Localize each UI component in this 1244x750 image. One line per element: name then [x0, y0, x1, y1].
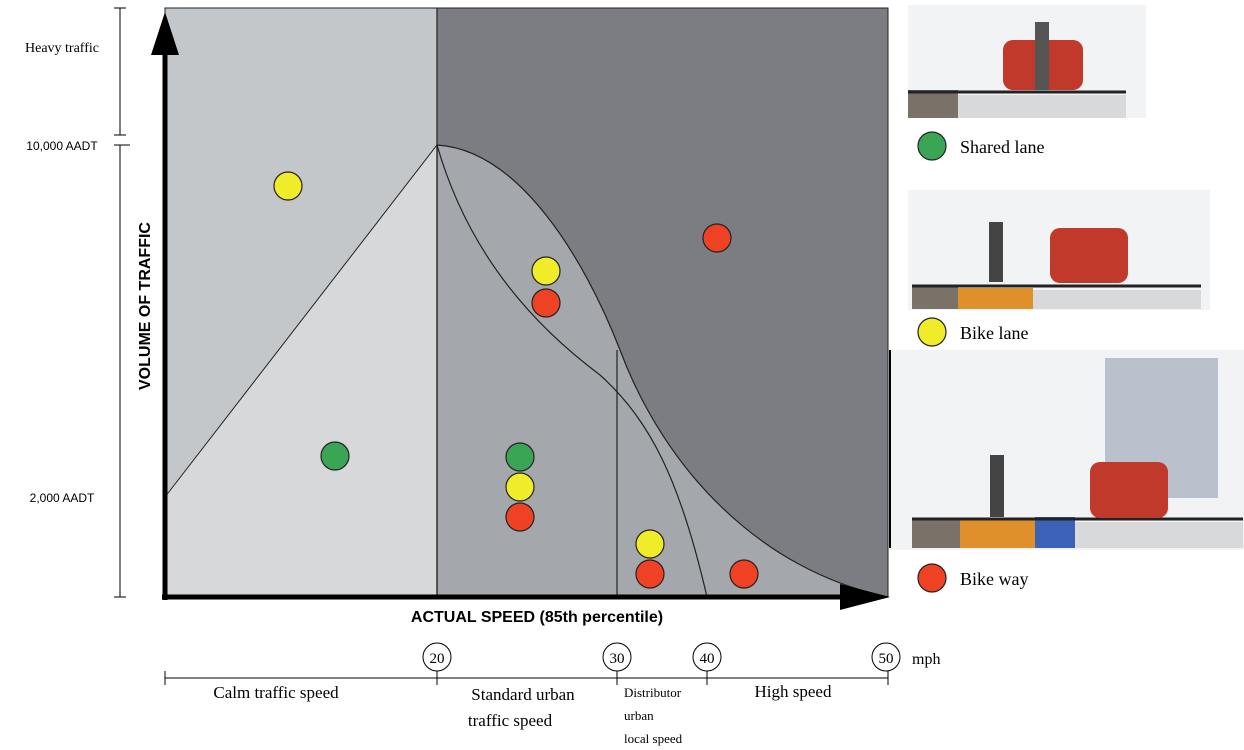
- range-label: traffic speed: [468, 711, 553, 730]
- y-arrow: [151, 12, 179, 55]
- bike-way-dot: [505, 502, 535, 532]
- bike-lane-dot: [531, 256, 561, 286]
- legend-label: Bike way: [960, 569, 1028, 589]
- bike-way-illustration: [889, 350, 1244, 550]
- legend-label: Bike lane: [960, 323, 1028, 343]
- bike-lane-dot: [505, 472, 535, 502]
- range-label: Standard urban: [471, 685, 575, 704]
- legend-dot: [917, 131, 947, 161]
- legend-dot: [917, 317, 947, 347]
- speed-label: 30: [610, 651, 625, 667]
- bike-way-dot: [635, 559, 665, 589]
- speed-label: 50: [879, 651, 894, 667]
- bike-way-dot: [729, 559, 759, 589]
- dots: [273, 171, 759, 589]
- range-label: urban: [624, 708, 654, 723]
- bike-way-dot: [531, 288, 561, 318]
- speed-label: 20: [430, 651, 445, 667]
- speed-circles: [422, 642, 901, 672]
- y-title: VOLUME OF TRAFFIC: [137, 222, 154, 390]
- legend-label: Shared lane: [960, 137, 1044, 157]
- bike-lane-illustration: [908, 190, 1210, 310]
- shared-lane-dot: [505, 442, 535, 472]
- bike-lane-dot: [635, 529, 665, 559]
- y-dimension: [114, 7, 130, 598]
- y-label: 2,000 AADT: [30, 491, 95, 505]
- range-label: Distributor: [624, 685, 682, 700]
- legend-dot: [917, 563, 947, 593]
- shared-lane-illustration: [908, 5, 1146, 118]
- y-label: Heavy traffic: [25, 41, 99, 56]
- range-label: High speed: [755, 682, 832, 701]
- x-arrow: [840, 584, 890, 610]
- speed-unit: mph: [912, 651, 940, 668]
- x-dimension: [164, 671, 889, 685]
- boundary-curve: [436, 144, 708, 598]
- range-label: Calm traffic speed: [213, 683, 339, 702]
- x-title: ACTUAL SPEED (85th percentile): [411, 609, 663, 626]
- range-label: local speed: [624, 731, 683, 746]
- bike-lane-dot: [273, 171, 303, 201]
- speed-label: 40: [700, 651, 715, 667]
- bike-way-dot: [702, 223, 732, 253]
- shared-lane-dot: [320, 441, 350, 471]
- y-label: 10,000 AADT: [26, 139, 98, 153]
